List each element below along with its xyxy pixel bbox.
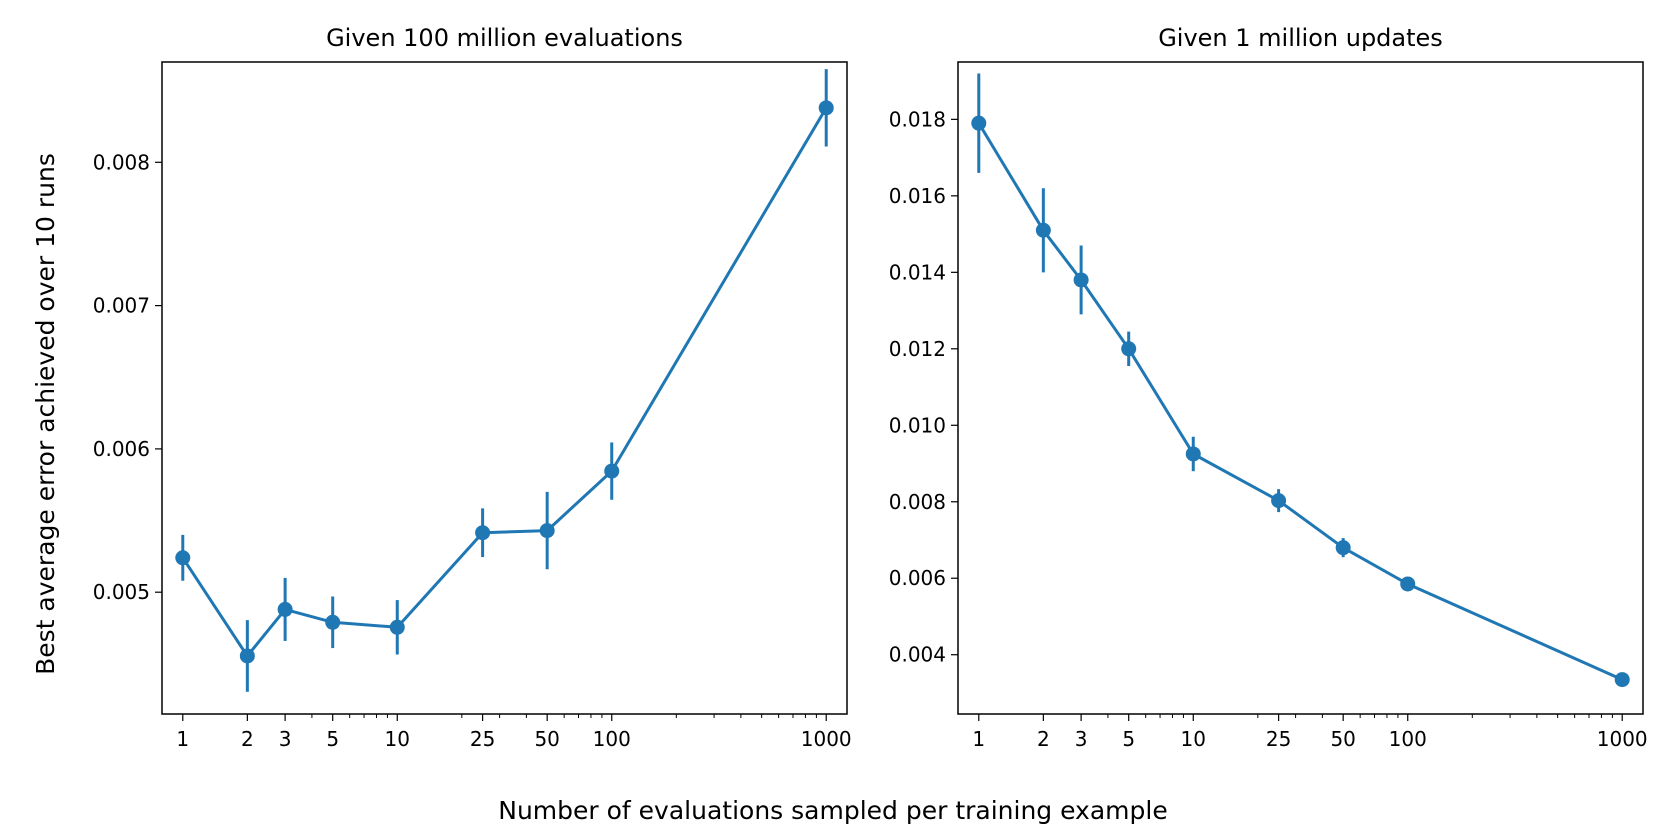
x-tick-label: 10 <box>1181 727 1206 751</box>
x-tick-label: 1 <box>176 727 189 751</box>
data-point <box>1335 540 1351 556</box>
x-tick-label: 2 <box>241 727 254 751</box>
data-point <box>1614 672 1630 688</box>
data-point <box>971 115 987 131</box>
data-point <box>1271 493 1287 509</box>
panel-left: Given 100 million evaluations 1 2 3 5 10 25 50 1… <box>93 24 852 751</box>
x-axis-label: Number of evaluations sampled per traini… <box>498 796 1167 825</box>
y-tick-label: 0.014 <box>889 260 946 284</box>
y-tick-label: 0.006 <box>889 566 946 590</box>
y-tick-label: 0.007 <box>93 294 150 318</box>
y-tick-label: 0.010 <box>889 413 946 437</box>
y-tick-label: 0.008 <box>93 150 150 174</box>
chart-title: Given 1 million updates <box>1158 24 1443 52</box>
data-point <box>1121 341 1137 357</box>
data-point <box>604 463 620 479</box>
data-point <box>239 648 255 664</box>
y-tick-label: 0.018 <box>889 107 946 131</box>
x-tick-label: 50 <box>1330 727 1355 751</box>
x-tick-label: 5 <box>1122 727 1135 751</box>
x-tick-label: 100 <box>593 727 631 751</box>
x-tick-label: 2 <box>1037 727 1050 751</box>
data-point <box>818 100 834 116</box>
series-line <box>977 122 1623 681</box>
x-tick-label: 3 <box>279 727 292 751</box>
data-point <box>1035 222 1051 238</box>
y-tick-label: 0.012 <box>889 337 946 361</box>
plot-frame <box>957 61 1644 715</box>
x-tick-label: 1 <box>972 727 985 751</box>
y-tick-label: 0.016 <box>889 184 946 208</box>
data-point <box>539 523 555 539</box>
x-tick-label: 10 <box>385 727 410 751</box>
y-tick-label: 0.004 <box>889 643 946 667</box>
plot-frame <box>161 61 848 715</box>
data-point <box>389 619 405 635</box>
x-tick-label: 3 <box>1075 727 1088 751</box>
x-tick-label: 25 <box>470 727 495 751</box>
x-tick-label: 100 <box>1389 727 1427 751</box>
x-tick-label: 25 <box>1266 727 1291 751</box>
y-tick-label: 0.006 <box>93 437 150 461</box>
data-point <box>1073 272 1089 288</box>
y-tick-label: 0.008 <box>889 490 946 514</box>
data-point <box>175 550 191 566</box>
data-point <box>475 525 491 541</box>
x-tick-label: 1000 <box>801 727 852 751</box>
x-tick-label: 5 <box>326 727 339 751</box>
y-axis-label: Best average error achieved over 10 runs <box>31 153 60 675</box>
data-point <box>277 601 293 617</box>
data-point <box>325 614 341 630</box>
x-tick-label: 1000 <box>1597 727 1648 751</box>
y-tick-label: 0.005 <box>93 580 150 604</box>
series-line <box>181 107 828 658</box>
data-point <box>1185 446 1201 462</box>
panel-right: Given 1 million updates 1 2 3 5 10 25 50 100 1000… <box>889 24 1648 751</box>
x-tick-label: 50 <box>534 727 559 751</box>
data-point <box>1400 576 1416 592</box>
chart-title: Given 100 million evaluations <box>326 24 683 52</box>
